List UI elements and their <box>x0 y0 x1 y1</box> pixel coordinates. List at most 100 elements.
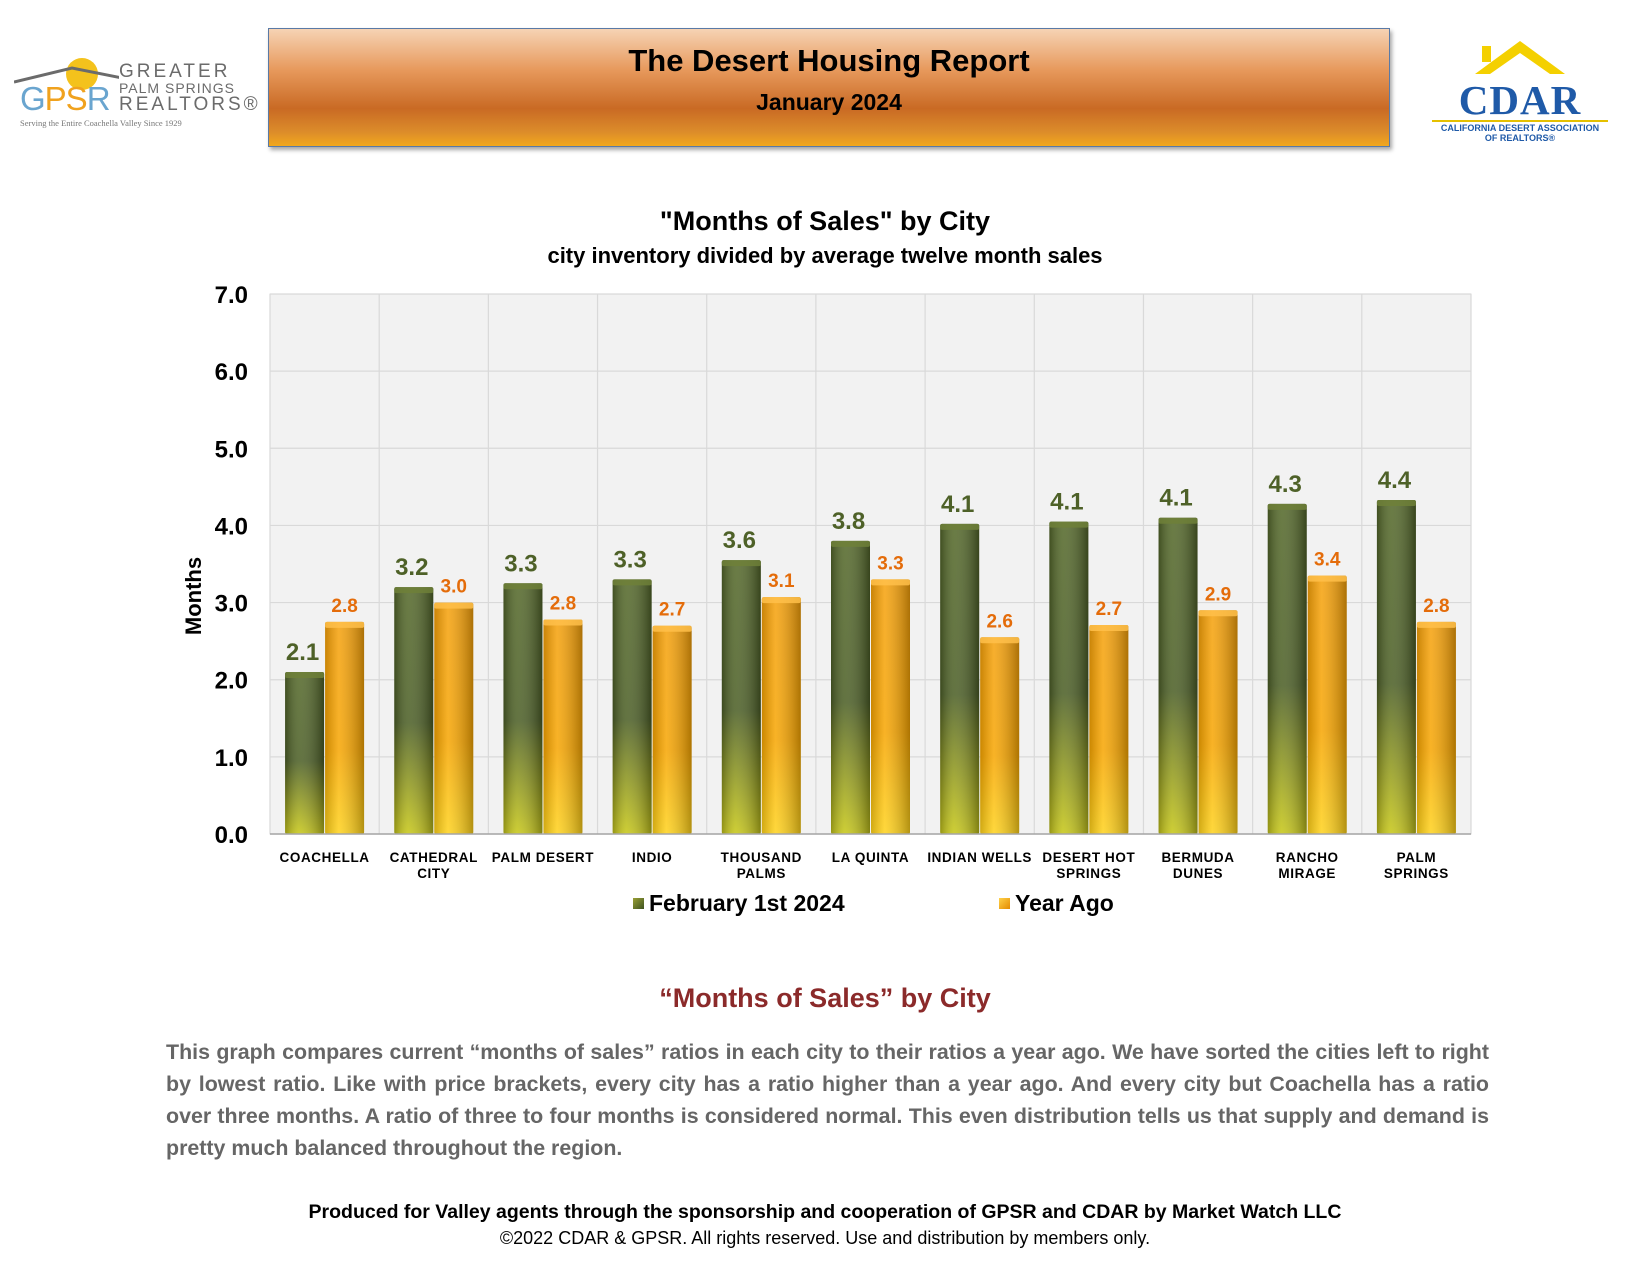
data-label-year-ago: 3.3 <box>877 553 903 574</box>
bar-current-cap <box>1267 503 1307 510</box>
data-label-year-ago: 2.7 <box>659 600 685 621</box>
bar-current-shading <box>721 560 761 834</box>
legend-swatch-current <box>633 898 644 909</box>
chart-subtitle: city inventory divided by average twelve… <box>547 243 1103 268</box>
data-label-year-ago: 3.0 <box>441 577 467 598</box>
bar-current-shading <box>394 587 434 834</box>
x-tick-label: LA QUINTA <box>832 850 909 865</box>
cdar-house-roof-icon <box>1475 41 1565 74</box>
bar-current-shading <box>1376 499 1416 834</box>
bar-year-ago-cap <box>980 637 1020 644</box>
data-label-current: 3.2 <box>395 554 428 581</box>
bar-current-cap <box>503 583 543 590</box>
bar-current-cap <box>394 587 434 594</box>
gpsr-initials: GPSR <box>20 80 111 117</box>
x-tick-label: MIRAGE <box>1278 866 1336 881</box>
data-label-current: 4.1 <box>941 491 974 518</box>
report-date: January 2024 <box>756 89 902 115</box>
gpsr-tagline: Serving the Entire Coachella Valley Sinc… <box>20 118 182 128</box>
data-label-year-ago: 2.7 <box>1096 599 1122 620</box>
y-tick-label: 0.0 <box>215 822 248 849</box>
footer-copyright: ©2022 CDAR & GPSR. All rights reserved. … <box>499 1228 1151 1248</box>
bar-current-shading <box>940 523 980 834</box>
cdar-logo: CDAR CALIFORNIA DESERT ASSOCIATION OF RE… <box>1420 38 1620 148</box>
bar-year-ago-cap <box>1089 624 1129 631</box>
data-label-year-ago: 3.1 <box>768 571 795 592</box>
data-label-year-ago: 2.6 <box>986 611 1012 632</box>
bar-year-ago-shading <box>871 579 910 834</box>
gpsr-logo: GPSR GREATER PALM SPRINGS REALTORS® Serv… <box>14 50 258 130</box>
bar-year-ago-shading <box>543 619 583 834</box>
data-label-current: 4.1 <box>1050 489 1083 516</box>
x-tick-label: DESERT HOT <box>1042 850 1135 865</box>
data-label-year-ago: 2.8 <box>331 596 357 617</box>
gpsr-sun-roof-icon <box>14 58 119 90</box>
section-body: This graph compares current “months of s… <box>166 1040 1489 1160</box>
x-tick-label: CATHEDRAL <box>390 850 478 865</box>
data-label-current: 3.3 <box>613 546 646 573</box>
x-tick-label: INDIO <box>632 850 673 865</box>
y-tick-label: 3.0 <box>215 591 248 618</box>
legend-label-year-ago: Year Ago <box>1015 890 1114 916</box>
cdar-underline <box>1432 120 1608 122</box>
bar-year-ago-shading <box>761 597 801 834</box>
bar-year-ago-cap <box>761 597 801 604</box>
bar-year-ago-shading <box>652 625 692 834</box>
legend-item-year-ago: Year Ago <box>999 890 1114 917</box>
y-tick-label: 7.0 <box>215 282 248 309</box>
bar-year-ago-cap <box>871 579 910 586</box>
bar-current-cap <box>940 523 980 530</box>
y-axis-label: Months <box>181 557 206 635</box>
x-tick-label: SPRINGS <box>1384 866 1449 881</box>
cdar-subtitle: CALIFORNIA DESERT ASSOCIATION OF REALTOR… <box>1440 123 1600 143</box>
x-tick-label: THOUSAND <box>721 850 802 865</box>
x-tick-label: PALMS <box>737 866 786 881</box>
bar-year-ago-cap <box>1307 575 1347 582</box>
x-tick-label: COACHELLA <box>280 850 370 865</box>
cdar-wordmark: CDAR <box>1458 77 1582 123</box>
bar-current-shading <box>285 672 325 834</box>
x-tick-label: DUNES <box>1173 866 1223 881</box>
x-tick-label: INDIAN WELLS <box>927 850 1032 865</box>
data-label-year-ago: 2.9 <box>1205 584 1231 605</box>
x-tick-label: PALM <box>1397 850 1437 865</box>
bar-year-ago-cap <box>543 619 583 626</box>
data-label-current: 4.1 <box>1159 485 1192 512</box>
bar-current-cap <box>721 560 761 567</box>
bar-current-shading <box>1049 521 1089 834</box>
gpsr-name: GREATER PALM SPRINGS REALTORS® <box>119 61 261 115</box>
data-label-year-ago: 3.4 <box>1314 550 1341 571</box>
x-tick-label: BERMUDA <box>1161 850 1234 865</box>
legend-label-current: February 1st 2024 <box>649 890 845 916</box>
bar-year-ago-shading <box>1089 624 1129 834</box>
chart-title: "Months of Sales" by City <box>659 206 991 236</box>
bar-year-ago-cap <box>652 625 692 632</box>
bar-current-shading <box>1267 503 1307 834</box>
data-label-current: 2.1 <box>286 639 319 666</box>
bar-current-cap <box>831 540 870 547</box>
bar-year-ago-shading <box>1416 621 1456 834</box>
bar-current-shading <box>503 583 543 834</box>
bar-current-cap <box>1376 499 1416 506</box>
y-tick-label: 2.0 <box>215 668 248 695</box>
data-label-current: 3.6 <box>723 527 756 554</box>
bar-current-cap <box>1049 521 1089 528</box>
bar-current-shading <box>831 540 870 834</box>
x-tick-label: PALM DESERT <box>492 850 595 865</box>
x-tick-label: SPRINGS <box>1056 866 1121 881</box>
y-tick-label: 6.0 <box>215 359 248 386</box>
data-label-current: 4.4 <box>1378 467 1412 494</box>
bar-year-ago-shading <box>980 637 1020 834</box>
y-tick-label: 1.0 <box>215 745 248 772</box>
bar-current-shading <box>612 579 652 834</box>
bar-year-ago-cap <box>1416 621 1456 628</box>
data-label-current: 3.3 <box>504 550 537 577</box>
months-of-sales-chart: 2.1 2.8 3.2 3.0 3.3 2.8 3.3 2.7 3.6 3.1 3.8 3.3 4.1 2… <box>181 282 1472 881</box>
x-tick-label: RANCHO <box>1276 850 1339 865</box>
bar-current-cap <box>285 672 325 678</box>
bar-year-ago-cap <box>325 621 365 628</box>
bar-year-ago-shading <box>325 621 365 834</box>
data-label-current: 4.3 <box>1269 471 1302 498</box>
legend-swatch-year-ago <box>999 898 1010 909</box>
x-tick-label: CITY <box>417 866 450 881</box>
